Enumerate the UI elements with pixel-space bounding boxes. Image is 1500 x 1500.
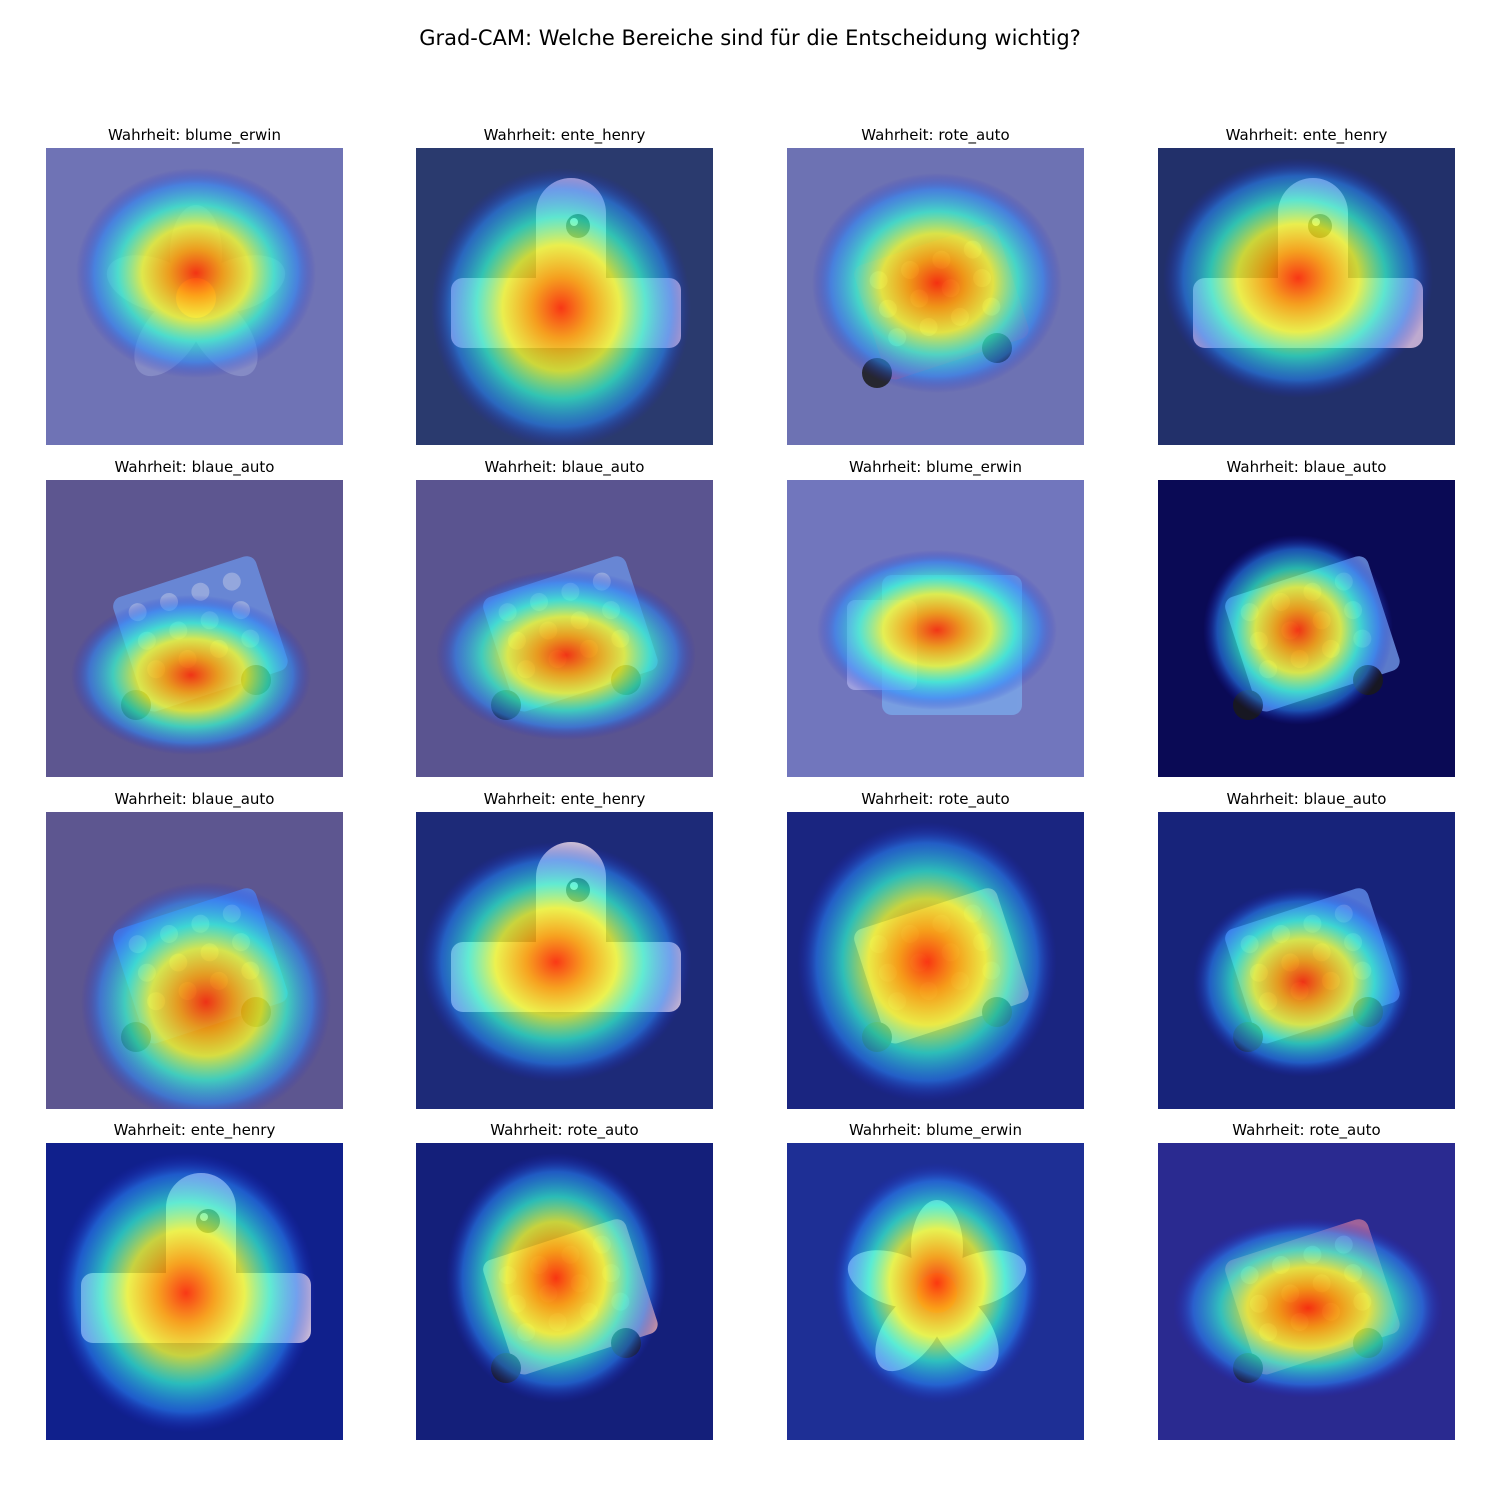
heatmap-blob bbox=[81, 882, 331, 1109]
gradcam-overlay-image bbox=[787, 812, 1084, 1109]
gradcam-overlay-image bbox=[1158, 812, 1455, 1109]
panel-title: Wahrheit: blaue_auto bbox=[114, 458, 275, 476]
heatmap-blob bbox=[436, 570, 696, 740]
panel-title: Wahrheit: rote_auto bbox=[861, 126, 1010, 144]
heatmap-blob bbox=[56, 1153, 316, 1433]
gradcam-overlay-image bbox=[787, 148, 1084, 445]
gradcam-overlay-image bbox=[1158, 1143, 1455, 1440]
panel-title: Wahrheit: blume_erwin bbox=[108, 126, 281, 144]
gradcam-overlay-image bbox=[46, 812, 343, 1109]
panel-title: Wahrheit: blaue_auto bbox=[1226, 790, 1387, 808]
panel-title: Wahrheit: ente_henry bbox=[483, 126, 646, 144]
gradcam-overlay-image bbox=[787, 1143, 1084, 1440]
heatmap-blob bbox=[76, 168, 316, 378]
panel-title: Wahrheit: blume_erwin bbox=[849, 1121, 1022, 1139]
panel-title: Wahrheit: rote_auto bbox=[861, 790, 1010, 808]
gradcam-overlay-image bbox=[1158, 480, 1455, 777]
panel-title: Wahrheit: ente_henry bbox=[483, 790, 646, 808]
gradcam-overlay-image bbox=[46, 148, 343, 445]
gradcam-overlay-image bbox=[46, 1143, 343, 1440]
gradcam-overlay-image bbox=[416, 480, 713, 777]
heatmap-blob bbox=[1193, 887, 1413, 1077]
heatmap-blob bbox=[71, 595, 311, 755]
gradcam-overlay-image bbox=[416, 812, 713, 1109]
gradcam-overlay-image bbox=[1158, 148, 1455, 445]
gradcam-overlay-image bbox=[46, 480, 343, 777]
heatmap-blob bbox=[1163, 158, 1433, 398]
heatmap-blob bbox=[812, 173, 1062, 393]
heatmap-blob bbox=[817, 550, 1057, 710]
heatmap-blob bbox=[431, 168, 691, 445]
heatmap-blob bbox=[421, 842, 691, 1082]
heatmap-blob bbox=[832, 1163, 1042, 1403]
figure-title: Grad-CAM: Welche Bereiche sind für die E… bbox=[419, 26, 1081, 50]
panel-title: Wahrheit: ente_henry bbox=[113, 1121, 276, 1139]
heatmap-blob bbox=[446, 1153, 666, 1403]
heatmap-blob bbox=[1173, 1218, 1443, 1398]
panel-title: Wahrheit: blaue_auto bbox=[114, 790, 275, 808]
panel-title: Wahrheit: blaue_auto bbox=[1226, 458, 1387, 476]
heatmap-blob bbox=[797, 822, 1057, 1102]
panel-title: Wahrheit: ente_henry bbox=[1225, 126, 1388, 144]
heatmap-blob bbox=[1203, 535, 1393, 725]
panel-title: Wahrheit: rote_auto bbox=[1232, 1121, 1381, 1139]
gradcam-overlay-image bbox=[787, 480, 1084, 777]
gradcam-overlay-image bbox=[416, 1143, 713, 1440]
panel-title: Wahrheit: blaue_auto bbox=[484, 458, 645, 476]
gradcam-overlay-image bbox=[416, 148, 713, 445]
panel-title: Wahrheit: blume_erwin bbox=[849, 458, 1022, 476]
panel-title: Wahrheit: rote_auto bbox=[490, 1121, 639, 1139]
